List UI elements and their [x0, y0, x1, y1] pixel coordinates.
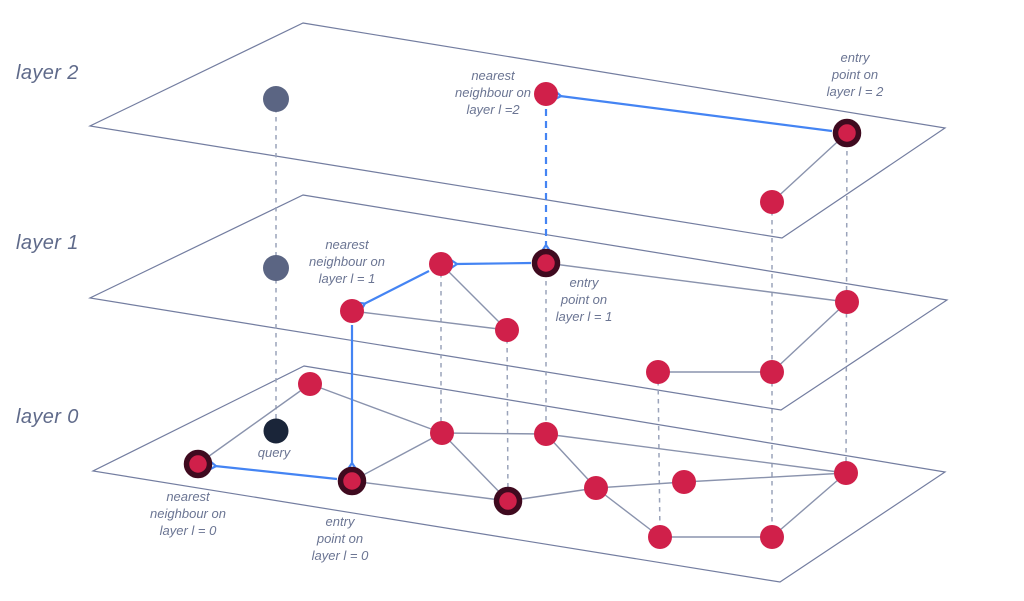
graph-edge [771, 301, 848, 373]
query-projection-node-layer-2 [263, 86, 289, 112]
graph-node [298, 372, 322, 396]
graph-node [672, 470, 696, 494]
nearest-neighbour-node-layer-0 [183, 449, 213, 479]
graph-edge [595, 487, 661, 538]
graph-edge [309, 383, 443, 434]
layer-plane-1 [88, 194, 949, 411]
graph-edge [351, 432, 443, 482]
graph-edge [440, 263, 508, 331]
graph-node [584, 476, 608, 500]
visited-node-layer-1 [429, 252, 453, 276]
query-projection-node-layer-1 [263, 255, 289, 281]
graph-node [430, 421, 454, 445]
graph-node [646, 360, 670, 384]
interlayer-dashed-link [506, 329, 509, 502]
graph-edge [771, 472, 847, 538]
layer-plane-0 [91, 365, 947, 583]
graph-node [835, 290, 859, 314]
highlighted-node-layer-0 [493, 486, 523, 516]
graph-edge [545, 433, 847, 474]
graph-node [760, 190, 784, 214]
nearest-neighbour-node-layer-1 [340, 299, 364, 323]
graph-edge [197, 383, 311, 465]
graph-node [760, 360, 784, 384]
graph-edge [441, 432, 547, 435]
search-arrow-layer-2 [560, 96, 833, 133]
graph-node [495, 318, 519, 342]
graph-edge [683, 472, 847, 483]
graph-edge [507, 487, 597, 502]
layer-plane-2 [88, 22, 947, 239]
interlayer-dashed-link [657, 371, 661, 538]
graph-edge [545, 262, 848, 303]
search-arrow-layer-0 [215, 466, 338, 481]
entry-point-node-layer-2 [832, 118, 862, 148]
entry-point-node-layer-0 [337, 466, 367, 496]
interlayer-dashed-link [845, 132, 848, 474]
entry-point-node-layer-1 [531, 248, 561, 278]
graph-node [834, 461, 858, 485]
graph-node [648, 525, 672, 549]
graph-edge [351, 480, 509, 502]
graph-edge [351, 310, 508, 331]
graph-edge [545, 433, 597, 489]
nearest-neighbour-node-layer-2 [534, 82, 558, 106]
graph-edge [595, 481, 685, 489]
graph-edge [771, 132, 848, 203]
query-node [263, 418, 289, 444]
search-arrow-layer-1b [364, 270, 430, 304]
graph-edge [441, 432, 509, 502]
search-arrow-layer-1a [456, 263, 532, 264]
graph-node [534, 422, 558, 446]
graph-node [760, 525, 784, 549]
